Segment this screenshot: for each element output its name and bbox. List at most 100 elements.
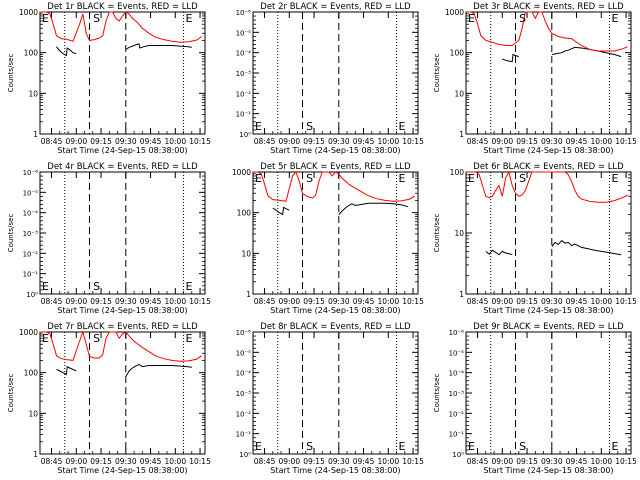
events-series-line: [551, 46, 622, 58]
event-marker-label: E: [42, 332, 49, 345]
event-marker-label: E: [255, 440, 262, 453]
x-tick-label: 09:15: [90, 457, 112, 466]
y-tick-label: 100: [24, 49, 39, 58]
y-tick-label: 10⁻³: [449, 390, 465, 398]
x-tick-label: 08:45: [467, 297, 489, 306]
y-tick-label: 10⁰: [239, 131, 251, 139]
x-tick-label: 08:45: [467, 457, 489, 466]
y-tick-label: 100: [24, 369, 39, 378]
y-tick-label: 10⁻³: [23, 230, 39, 238]
events-series-line: [125, 43, 192, 50]
x-tick-label: 10:15: [615, 457, 637, 466]
y-tick-label: 10: [454, 89, 464, 98]
panel-title: Det 1r BLACK = Events, RED = LLD: [47, 2, 198, 12]
x-axis-label: Start Time (24-Sep-15 08:38:00): [57, 146, 187, 155]
y-tick-label: 10⁻⁶: [23, 169, 39, 177]
event-marker-label: S: [306, 120, 313, 133]
y-tick-label: 10⁻²: [236, 90, 252, 98]
x-axis-label: Start Time (24-Sep-15 08:38:00): [483, 306, 613, 315]
x-tick-label: 10:00: [590, 457, 612, 466]
x-tick-label: 10:15: [402, 297, 424, 306]
x-axis-label: Start Time (24-Sep-15 08:38:00): [483, 466, 613, 475]
event-marker-label: S: [519, 12, 526, 25]
event-marker-label: E: [612, 440, 619, 453]
event-marker-label: S: [93, 12, 100, 25]
y-tick-label: 100: [450, 168, 465, 177]
x-tick-label: 09:30: [328, 457, 350, 466]
x-axis-label: Start Time (24-Sep-15 08:38:00): [57, 306, 187, 315]
panel-title: Det 3r BLACK = Events, RED = LLD: [473, 2, 624, 12]
x-axis-label: Start Time (24-Sep-15 08:38:00): [483, 146, 613, 155]
y-tick-label: 1000: [232, 168, 251, 177]
x-tick-label: 10:00: [164, 137, 186, 146]
detector-panel: Det 9r BLACK = Events, RED = LLD Counts/s…: [433, 322, 637, 475]
x-tick-label: 09:30: [541, 137, 563, 146]
y-tick-label: 10⁻⁵: [449, 349, 465, 357]
x-tick-label: 09:30: [115, 297, 137, 306]
y-tick-label: 10: [28, 409, 38, 418]
y-tick-label: 10⁻¹: [236, 431, 252, 439]
panel-title: Det 7r BLACK = Events, RED = LLD: [47, 322, 198, 332]
y-tick-label: 10⁻⁵: [236, 349, 252, 357]
lld-series-line: [40, 11, 202, 43]
y-tick-label: 10⁻¹: [23, 271, 39, 279]
x-tick-label: 10:15: [402, 137, 424, 146]
x-tick-label: 09:30: [328, 137, 350, 146]
panel-title: Det 5r BLACK = Events, RED = LLD: [260, 162, 411, 172]
detector-panel: Det 2r BLACK = Events, RED = LLD 10⁰ 10⁻¹ 1…: [236, 2, 425, 155]
x-tick-label: 10:15: [402, 457, 424, 466]
detector-panel: Det 5r BLACK = Events, RED = LLD 1 10 100 10…: [232, 162, 424, 315]
y-tick-label: 10⁻⁴: [23, 210, 39, 218]
x-tick-label: 09:15: [303, 297, 325, 306]
event-marker-label: E: [468, 440, 475, 453]
y-tick-label: 10⁻²: [23, 250, 39, 258]
event-marker-label: E: [468, 12, 475, 25]
plot-frame: [465, 11, 632, 135]
x-tick-label: 09:00: [491, 297, 513, 306]
y-tick-label: 10⁻⁶: [236, 9, 252, 17]
x-tick-label: 08:45: [467, 137, 489, 146]
panel-title: Det 2r BLACK = Events, RED = LLD: [260, 2, 411, 12]
lld-series-line: [466, 170, 628, 203]
x-tick-label: 09:00: [278, 137, 300, 146]
y-tick-label: 10⁰: [239, 451, 251, 459]
event-marker-label: E: [399, 120, 406, 133]
y-tick-label: 100: [237, 209, 252, 218]
x-tick-label: 09:45: [566, 297, 588, 306]
panel-title: Det 6r BLACK = Events, RED = LLD: [473, 162, 624, 172]
y-tick-label: 10: [28, 89, 38, 98]
event-marker-label: S: [93, 332, 100, 345]
event-marker-label: S: [306, 172, 313, 185]
x-tick-label: 08:45: [41, 297, 63, 306]
event-marker-label: E: [186, 280, 193, 293]
x-tick-label: 10:00: [377, 457, 399, 466]
x-tick-label: 10:00: [590, 297, 612, 306]
events-series-line: [56, 46, 77, 57]
x-tick-label: 09:45: [353, 297, 375, 306]
events-series-line: [125, 363, 192, 377]
y-axis-label: Counts/sec: [433, 214, 441, 253]
event-marker-label: E: [186, 332, 193, 345]
x-tick-label: 09:45: [140, 137, 162, 146]
plot-frame: [39, 11, 206, 135]
x-tick-label: 09:45: [566, 457, 588, 466]
x-tick-label: 09:30: [115, 457, 137, 466]
x-tick-label: 10:00: [377, 137, 399, 146]
x-tick-label: 10:15: [189, 297, 211, 306]
events-series-line: [502, 53, 519, 63]
x-tick-label: 09:00: [278, 297, 300, 306]
x-tick-label: 09:45: [566, 137, 588, 146]
y-tick-label: 10⁰: [452, 451, 464, 459]
y-tick-label: 1000: [445, 8, 464, 17]
event-marker-label: S: [519, 172, 526, 185]
event-marker-label: E: [399, 440, 406, 453]
x-tick-label: 09:45: [353, 457, 375, 466]
detector-panel: Det 7r BLACK = Events, RED = LLD Counts/s…: [7, 322, 211, 475]
y-axis-label: Counts/sec: [7, 54, 15, 93]
x-tick-label: 09:00: [65, 297, 87, 306]
y-tick-label: 10⁻⁴: [449, 370, 465, 378]
x-tick-label: 10:15: [615, 137, 637, 146]
x-tick-label: 09:00: [491, 137, 513, 146]
